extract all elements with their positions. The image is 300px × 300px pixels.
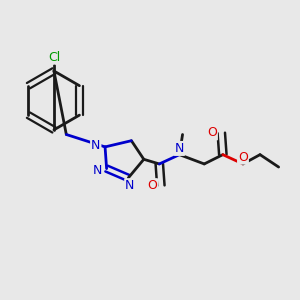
- Text: O: O: [147, 179, 157, 192]
- Text: O: O: [207, 127, 217, 140]
- Text: O: O: [238, 151, 248, 164]
- Text: N: N: [91, 139, 101, 152]
- Text: Cl: Cl: [48, 50, 60, 64]
- Text: N: N: [93, 164, 102, 177]
- Text: N: N: [125, 179, 134, 192]
- Text: N: N: [175, 142, 184, 155]
